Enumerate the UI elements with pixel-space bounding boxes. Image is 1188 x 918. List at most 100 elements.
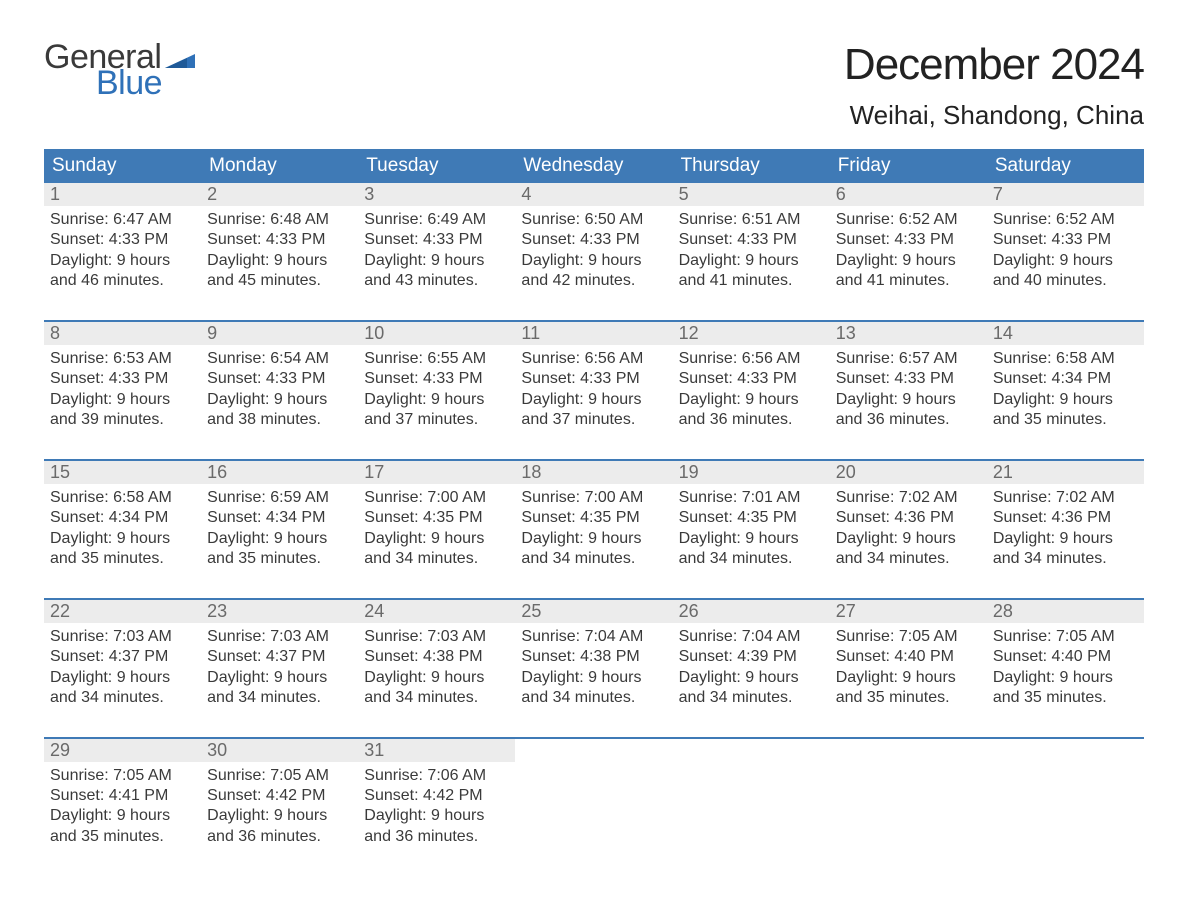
day-line: Sunrise: 7:04 AM: [679, 627, 824, 647]
day-line: Sunrise: 6:50 AM: [521, 210, 666, 230]
day-line: Daylight: 9 hours: [207, 806, 352, 826]
day-number: 19: [673, 461, 830, 484]
day-cell: [515, 739, 672, 852]
day-line: Sunrise: 6:58 AM: [50, 488, 195, 508]
location: Weihai, Shandong, China: [844, 100, 1144, 131]
day-number: 20: [830, 461, 987, 484]
day-line: Daylight: 9 hours: [521, 251, 666, 271]
day-line: Sunrise: 6:53 AM: [50, 349, 195, 369]
day-cell: 4Sunrise: 6:50 AMSunset: 4:33 PMDaylight…: [515, 183, 672, 296]
day-header: Saturday: [987, 149, 1144, 183]
day-line: Daylight: 9 hours: [836, 390, 981, 410]
day-line: Daylight: 9 hours: [207, 529, 352, 549]
day-line: Sunset: 4:37 PM: [207, 647, 352, 667]
day-number: 8: [44, 322, 201, 345]
day-line: and 36 minutes.: [836, 410, 981, 430]
day-cell: 24Sunrise: 7:03 AMSunset: 4:38 PMDayligh…: [358, 600, 515, 713]
day-line: and 34 minutes.: [679, 688, 824, 708]
day-cell: 1Sunrise: 6:47 AMSunset: 4:33 PMDaylight…: [44, 183, 201, 296]
day-line: Sunrise: 6:58 AM: [993, 349, 1138, 369]
day-number: 30: [201, 739, 358, 762]
day-number: 25: [515, 600, 672, 623]
day-line: Sunrise: 7:06 AM: [364, 766, 509, 786]
day-line: Daylight: 9 hours: [993, 529, 1138, 549]
day-cell: 19Sunrise: 7:01 AMSunset: 4:35 PMDayligh…: [673, 461, 830, 574]
day-line: and 46 minutes.: [50, 271, 195, 291]
day-line: Sunset: 4:33 PM: [679, 369, 824, 389]
day-cell: 23Sunrise: 7:03 AMSunset: 4:37 PMDayligh…: [201, 600, 358, 713]
day-cell: 15Sunrise: 6:58 AMSunset: 4:34 PMDayligh…: [44, 461, 201, 574]
day-line: Daylight: 9 hours: [679, 668, 824, 688]
day-line: Daylight: 9 hours: [521, 668, 666, 688]
day-line: Daylight: 9 hours: [521, 529, 666, 549]
day-line: and 38 minutes.: [207, 410, 352, 430]
day-cell: 3Sunrise: 6:49 AMSunset: 4:33 PMDaylight…: [358, 183, 515, 296]
day-body: Sunrise: 6:58 AMSunset: 4:34 PMDaylight:…: [44, 484, 201, 574]
day-number: 18: [515, 461, 672, 484]
day-line: and 34 minutes.: [679, 549, 824, 569]
day-body: Sunrise: 7:03 AMSunset: 4:37 PMDaylight:…: [44, 623, 201, 713]
day-body: Sunrise: 7:05 AMSunset: 4:42 PMDaylight:…: [201, 762, 358, 852]
day-line: Sunrise: 7:00 AM: [521, 488, 666, 508]
day-cell: 21Sunrise: 7:02 AMSunset: 4:36 PMDayligh…: [987, 461, 1144, 574]
day-body: Sunrise: 7:05 AMSunset: 4:40 PMDaylight:…: [830, 623, 987, 713]
day-cell: 5Sunrise: 6:51 AMSunset: 4:33 PMDaylight…: [673, 183, 830, 296]
day-number: 31: [358, 739, 515, 762]
day-body: Sunrise: 6:58 AMSunset: 4:34 PMDaylight:…: [987, 345, 1144, 435]
day-line: Sunrise: 6:51 AM: [679, 210, 824, 230]
day-body: Sunrise: 6:55 AMSunset: 4:33 PMDaylight:…: [358, 345, 515, 435]
day-cell: 26Sunrise: 7:04 AMSunset: 4:39 PMDayligh…: [673, 600, 830, 713]
day-line: Sunrise: 7:01 AM: [679, 488, 824, 508]
day-cell: 29Sunrise: 7:05 AMSunset: 4:41 PMDayligh…: [44, 739, 201, 852]
day-number: 28: [987, 600, 1144, 623]
day-line: Daylight: 9 hours: [50, 529, 195, 549]
day-cell: 20Sunrise: 7:02 AMSunset: 4:36 PMDayligh…: [830, 461, 987, 574]
day-body: Sunrise: 6:53 AMSunset: 4:33 PMDaylight:…: [44, 345, 201, 435]
day-header: Wednesday: [515, 149, 672, 183]
day-line: and 35 minutes.: [993, 688, 1138, 708]
day-line: and 42 minutes.: [521, 271, 666, 291]
day-header: Thursday: [673, 149, 830, 183]
day-number: 11: [515, 322, 672, 345]
week-row: 15Sunrise: 6:58 AMSunset: 4:34 PMDayligh…: [44, 459, 1144, 574]
day-number: 10: [358, 322, 515, 345]
day-cell: 8Sunrise: 6:53 AMSunset: 4:33 PMDaylight…: [44, 322, 201, 435]
day-number: 16: [201, 461, 358, 484]
day-line: Sunset: 4:33 PM: [364, 369, 509, 389]
day-line: Sunset: 4:34 PM: [993, 369, 1138, 389]
day-line: Sunrise: 7:04 AM: [521, 627, 666, 647]
day-body: Sunrise: 7:03 AMSunset: 4:38 PMDaylight:…: [358, 623, 515, 713]
day-line: and 34 minutes.: [836, 549, 981, 569]
day-line: Sunrise: 6:48 AM: [207, 210, 352, 230]
day-line: Sunrise: 6:49 AM: [364, 210, 509, 230]
day-body: Sunrise: 7:04 AMSunset: 4:38 PMDaylight:…: [515, 623, 672, 713]
day-line: Sunset: 4:41 PM: [50, 786, 195, 806]
day-cell: 14Sunrise: 6:58 AMSunset: 4:34 PMDayligh…: [987, 322, 1144, 435]
day-body: Sunrise: 7:02 AMSunset: 4:36 PMDaylight:…: [987, 484, 1144, 574]
day-body: Sunrise: 6:47 AMSunset: 4:33 PMDaylight:…: [44, 206, 201, 296]
day-line: Sunrise: 6:56 AM: [679, 349, 824, 369]
week-row: 22Sunrise: 7:03 AMSunset: 4:37 PMDayligh…: [44, 598, 1144, 713]
day-line: Sunset: 4:33 PM: [207, 230, 352, 250]
day-line: and 35 minutes.: [50, 827, 195, 847]
day-body: Sunrise: 6:48 AMSunset: 4:33 PMDaylight:…: [201, 206, 358, 296]
day-line: and 43 minutes.: [364, 271, 509, 291]
day-header-row: Sunday Monday Tuesday Wednesday Thursday…: [44, 149, 1144, 183]
day-line: Sunset: 4:40 PM: [993, 647, 1138, 667]
day-cell: 17Sunrise: 7:00 AMSunset: 4:35 PMDayligh…: [358, 461, 515, 574]
title-block: December 2024 Weihai, Shandong, China: [844, 40, 1144, 131]
day-line: Sunrise: 6:52 AM: [993, 210, 1138, 230]
day-body: Sunrise: 7:00 AMSunset: 4:35 PMDaylight:…: [515, 484, 672, 574]
day-cell: 11Sunrise: 6:56 AMSunset: 4:33 PMDayligh…: [515, 322, 672, 435]
day-body: Sunrise: 7:04 AMSunset: 4:39 PMDaylight:…: [673, 623, 830, 713]
day-cell: 30Sunrise: 7:05 AMSunset: 4:42 PMDayligh…: [201, 739, 358, 852]
day-line: Sunrise: 6:55 AM: [364, 349, 509, 369]
day-body: Sunrise: 6:49 AMSunset: 4:33 PMDaylight:…: [358, 206, 515, 296]
day-line: Sunrise: 7:03 AM: [207, 627, 352, 647]
day-line: Sunset: 4:42 PM: [207, 786, 352, 806]
day-number: 24: [358, 600, 515, 623]
day-number: 23: [201, 600, 358, 623]
day-line: and 39 minutes.: [50, 410, 195, 430]
day-line: and 34 minutes.: [993, 549, 1138, 569]
day-line: Daylight: 9 hours: [679, 529, 824, 549]
